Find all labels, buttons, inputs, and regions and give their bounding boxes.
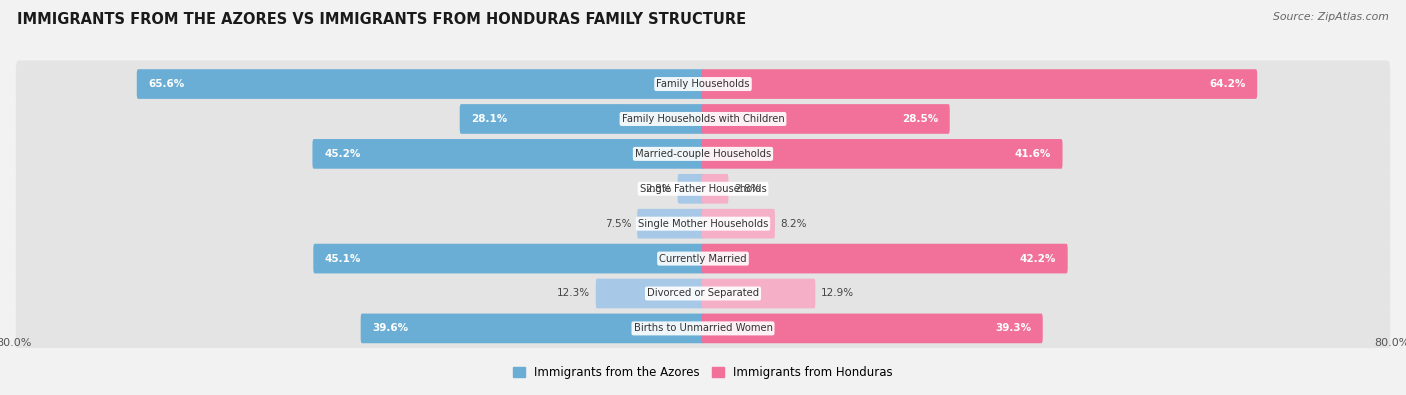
FancyBboxPatch shape [702, 278, 815, 308]
FancyBboxPatch shape [637, 209, 704, 239]
Text: Divorced or Separated: Divorced or Separated [647, 288, 759, 299]
Text: 12.9%: 12.9% [821, 288, 853, 299]
FancyBboxPatch shape [361, 314, 704, 343]
FancyBboxPatch shape [15, 235, 1391, 282]
Text: Family Households: Family Households [657, 79, 749, 89]
FancyBboxPatch shape [460, 104, 704, 134]
Text: 45.2%: 45.2% [323, 149, 360, 159]
FancyBboxPatch shape [312, 139, 704, 169]
FancyBboxPatch shape [702, 104, 949, 134]
FancyBboxPatch shape [15, 200, 1391, 247]
FancyBboxPatch shape [702, 174, 728, 203]
Text: Single Father Households: Single Father Households [640, 184, 766, 194]
Text: 80.0%: 80.0% [0, 338, 32, 348]
FancyBboxPatch shape [702, 69, 1257, 99]
FancyBboxPatch shape [15, 130, 1391, 177]
Text: 28.1%: 28.1% [471, 114, 508, 124]
FancyBboxPatch shape [702, 244, 1067, 273]
Text: Family Households with Children: Family Households with Children [621, 114, 785, 124]
FancyBboxPatch shape [678, 174, 704, 203]
Text: IMMIGRANTS FROM THE AZORES VS IMMIGRANTS FROM HONDURAS FAMILY STRUCTURE: IMMIGRANTS FROM THE AZORES VS IMMIGRANTS… [17, 12, 747, 27]
FancyBboxPatch shape [15, 270, 1391, 317]
FancyBboxPatch shape [15, 96, 1391, 143]
Text: 12.3%: 12.3% [557, 288, 591, 299]
FancyBboxPatch shape [15, 60, 1391, 107]
Text: 65.6%: 65.6% [149, 79, 184, 89]
Text: Married-couple Households: Married-couple Households [636, 149, 770, 159]
Text: 45.1%: 45.1% [325, 254, 361, 263]
Text: 2.8%: 2.8% [645, 184, 672, 194]
FancyBboxPatch shape [15, 305, 1391, 352]
Text: 41.6%: 41.6% [1015, 149, 1050, 159]
Text: 80.0%: 80.0% [1374, 338, 1406, 348]
Text: 42.2%: 42.2% [1019, 254, 1056, 263]
Text: 64.2%: 64.2% [1209, 79, 1246, 89]
Text: 28.5%: 28.5% [901, 114, 938, 124]
Text: Currently Married: Currently Married [659, 254, 747, 263]
FancyBboxPatch shape [702, 209, 775, 239]
FancyBboxPatch shape [702, 314, 1043, 343]
Legend: Immigrants from the Azores, Immigrants from Honduras: Immigrants from the Azores, Immigrants f… [509, 361, 897, 384]
Text: Single Mother Households: Single Mother Households [638, 219, 768, 229]
Text: 39.6%: 39.6% [373, 324, 408, 333]
FancyBboxPatch shape [314, 244, 704, 273]
FancyBboxPatch shape [702, 139, 1063, 169]
Text: 7.5%: 7.5% [605, 219, 631, 229]
FancyBboxPatch shape [596, 278, 704, 308]
FancyBboxPatch shape [15, 165, 1391, 213]
Text: Births to Unmarried Women: Births to Unmarried Women [634, 324, 772, 333]
Text: Source: ZipAtlas.com: Source: ZipAtlas.com [1274, 12, 1389, 22]
FancyBboxPatch shape [136, 69, 704, 99]
Text: 8.2%: 8.2% [780, 219, 807, 229]
Text: 2.8%: 2.8% [734, 184, 761, 194]
Text: 39.3%: 39.3% [995, 324, 1031, 333]
